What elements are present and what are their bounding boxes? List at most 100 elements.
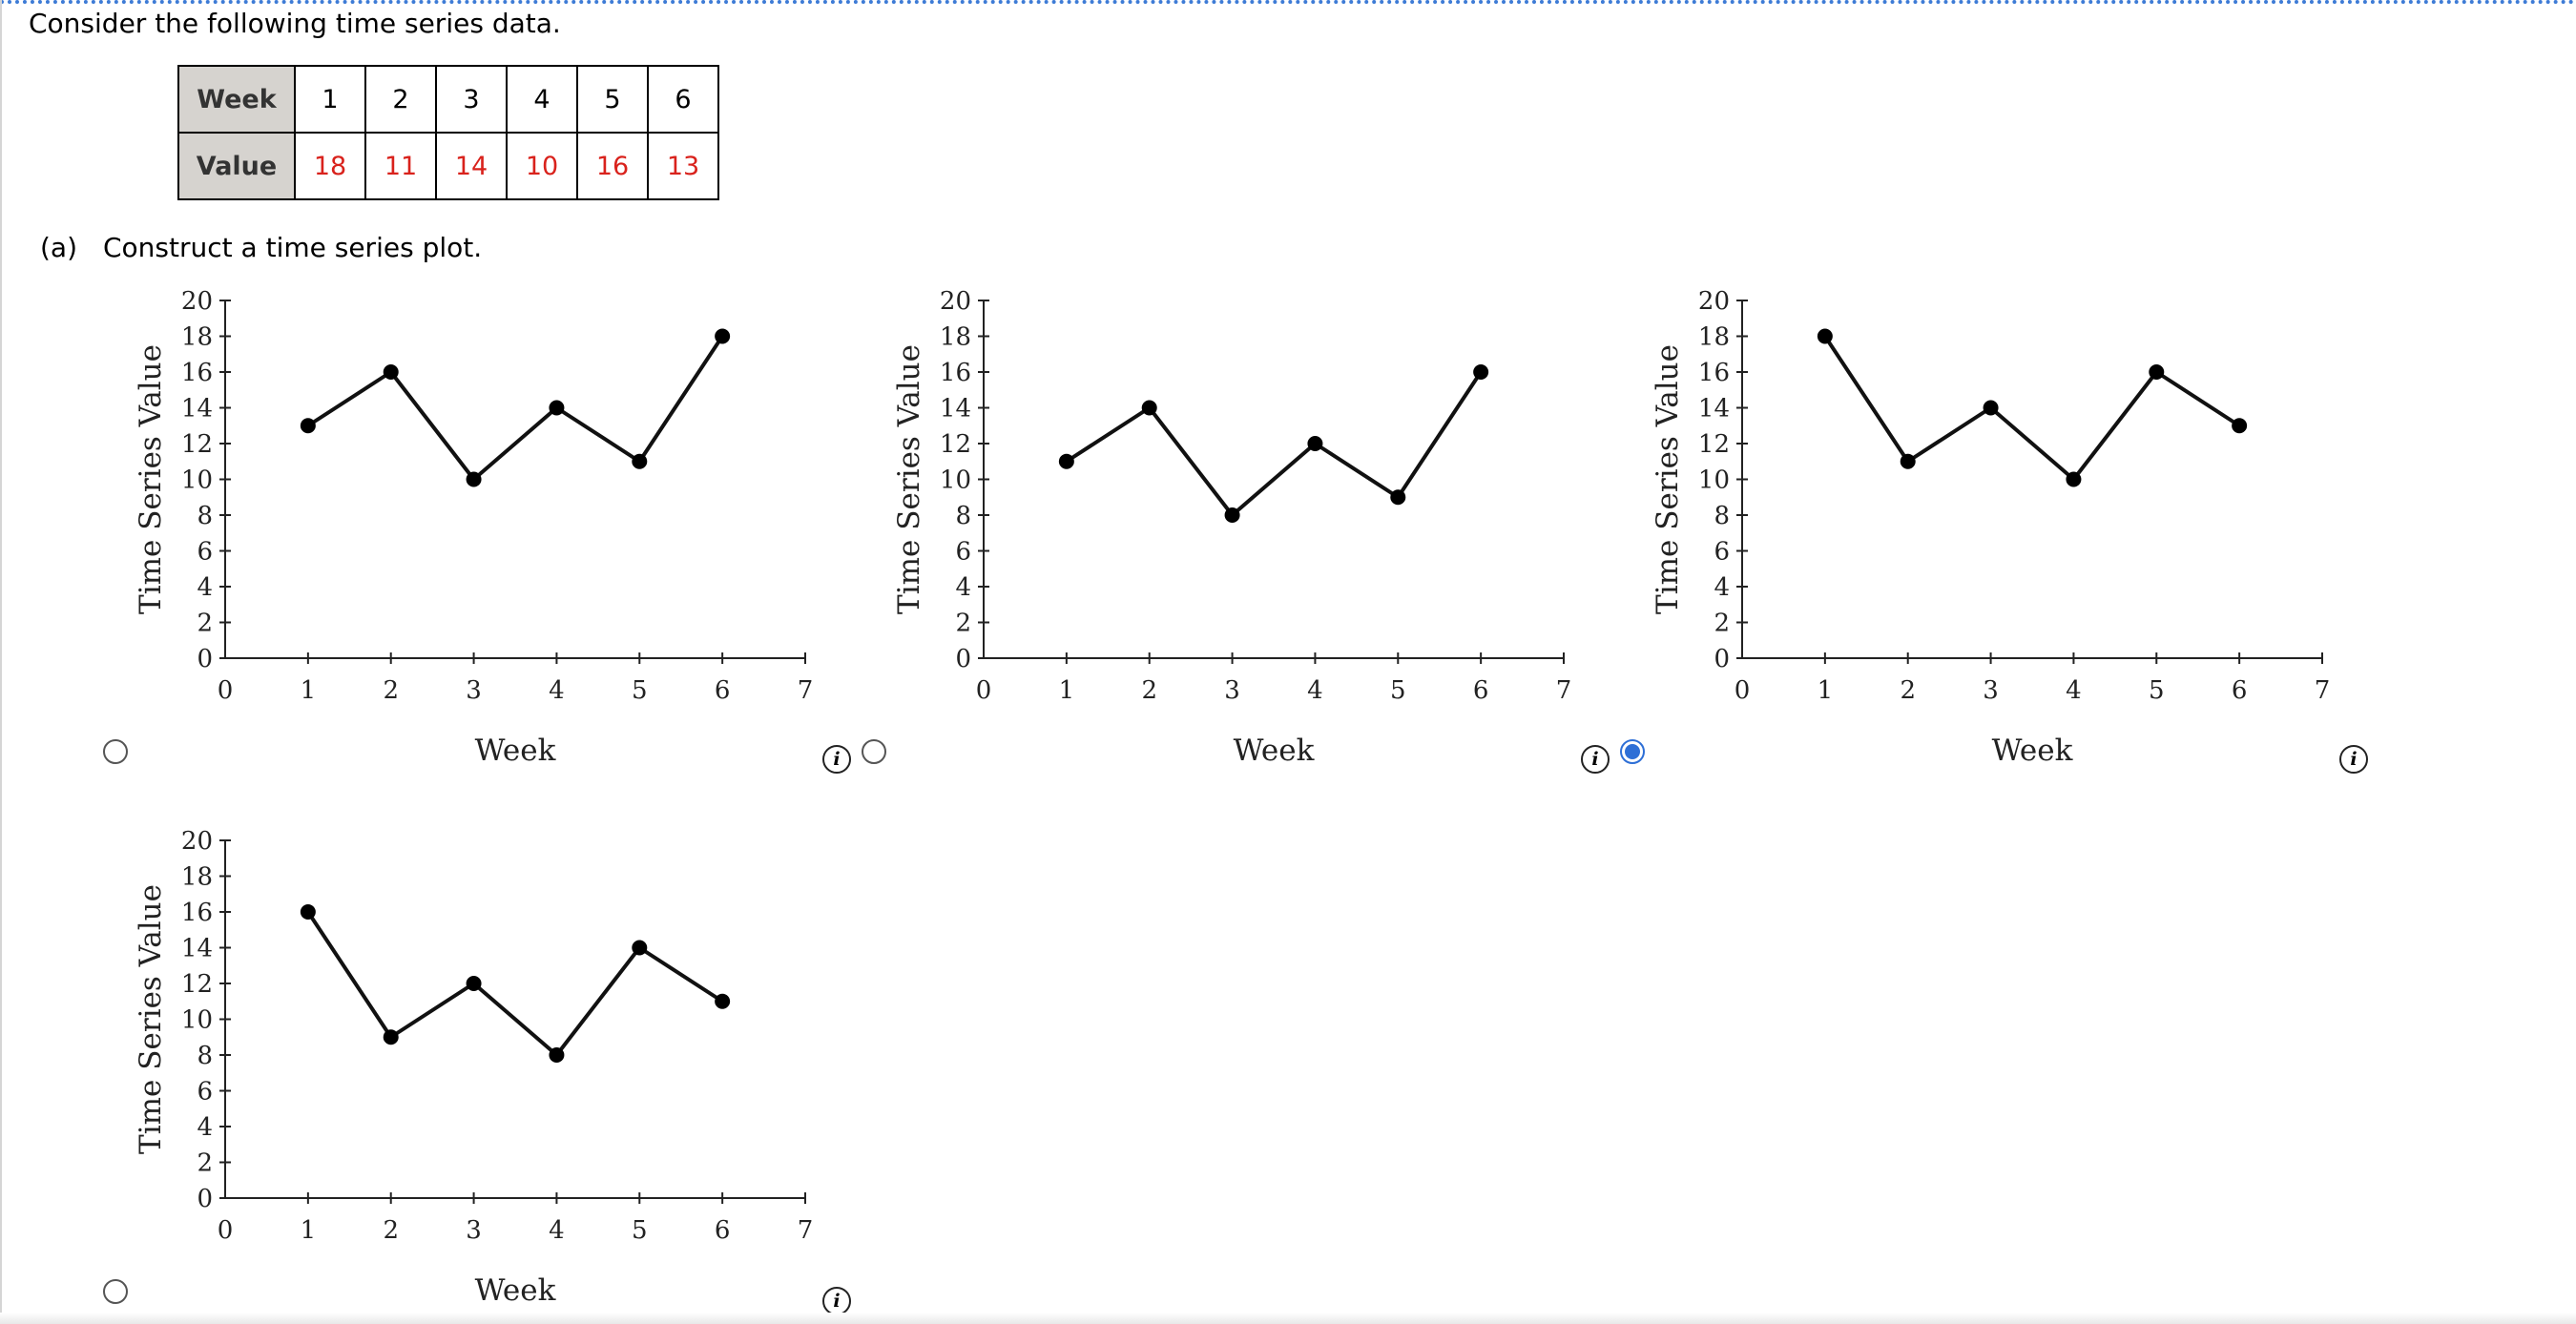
- option-2-radio[interactable]: [862, 739, 886, 764]
- y-tick-label: 14: [181, 935, 213, 963]
- x-tick-label: 4: [1307, 676, 1323, 705]
- y-tick-label: 6: [197, 1078, 213, 1107]
- data-point: [1473, 364, 1489, 380]
- table-header-value: Value: [177, 132, 296, 200]
- x-tick-label: 0: [218, 1216, 234, 1245]
- x-axis-title: Week: [1234, 734, 1315, 768]
- x-axis-title: Week: [475, 734, 556, 768]
- x-tick-label: 7: [798, 676, 814, 705]
- x-tick-label: 0: [976, 676, 992, 705]
- x-tick-label: 0: [218, 676, 234, 705]
- data-point: [1224, 507, 1240, 523]
- y-axis-title: Time Series Value: [134, 344, 168, 614]
- series-line: [306, 910, 724, 1057]
- y-tick-label: 10: [940, 466, 971, 495]
- table-cell-value: 13: [647, 132, 719, 200]
- y-tick-label: 10: [181, 466, 213, 495]
- x-tick-label: 3: [1983, 676, 1999, 705]
- option-1-radio[interactable]: [103, 739, 128, 764]
- table-cell-week: 5: [576, 65, 649, 134]
- y-axis-title: Time Series Value: [134, 884, 168, 1154]
- y-tick-label: 6: [197, 538, 213, 567]
- y-tick-label: 10: [1698, 466, 1730, 495]
- y-tick-label: 6: [1714, 538, 1730, 567]
- y-tick-label: 4: [1714, 573, 1730, 602]
- y-tick-label: 18: [181, 323, 213, 352]
- x-tick-label: 2: [1900, 676, 1916, 705]
- data-point: [1058, 453, 1074, 469]
- data-point: [466, 471, 482, 487]
- y-tick-label: 18: [1698, 323, 1730, 352]
- y-tick-label: 12: [940, 430, 971, 459]
- time-series-table: Week 1 2 3 4 5 6 Value 18 11 14 10 16 13: [177, 65, 719, 200]
- data-point: [1141, 400, 1157, 416]
- x-tick-label: 3: [466, 676, 482, 705]
- y-tick-label: 14: [1698, 395, 1730, 424]
- part-a-prompt: (a) Construct a time series plot.: [40, 232, 482, 263]
- table-cell-week: 1: [294, 65, 366, 134]
- y-tick-label: 6: [955, 538, 971, 567]
- y-tick-label: 16: [1698, 359, 1730, 387]
- x-tick-label: 6: [1473, 676, 1489, 705]
- x-tick-label: 6: [2232, 676, 2248, 705]
- data-point: [1817, 328, 1833, 344]
- table-row-value: Value 18 11 14 10 16 13: [177, 132, 719, 200]
- y-tick-label: 4: [197, 573, 213, 602]
- y-tick-label: 20: [181, 287, 213, 316]
- part-a-text: Construct a time series plot.: [103, 232, 483, 263]
- data-point: [300, 418, 316, 434]
- x-tick-label: 4: [549, 1216, 565, 1245]
- y-tick-label: 12: [181, 970, 213, 999]
- series-line: [306, 335, 724, 482]
- x-tick-label: 5: [1390, 676, 1406, 705]
- x-tick-label: 4: [2066, 676, 2082, 705]
- x-tick-label: 1: [301, 1216, 317, 1245]
- y-tick-label: 0: [1714, 645, 1730, 673]
- option-4-radio[interactable]: [103, 1279, 128, 1304]
- y-tick-label: 16: [940, 359, 971, 387]
- option-3-info-icon[interactable]: i: [2339, 745, 2368, 774]
- series-line: [1065, 370, 1483, 517]
- top-dotted-border: [0, 0, 2576, 4]
- data-point: [549, 400, 565, 416]
- option-1-info-icon[interactable]: i: [822, 745, 851, 774]
- data-point: [466, 976, 482, 991]
- y-tick-label: 14: [181, 395, 213, 424]
- y-tick-label: 2: [197, 610, 213, 638]
- table-cell-week: 2: [364, 65, 437, 134]
- series-line: [1823, 335, 2241, 482]
- x-tick-label: 7: [1556, 676, 1572, 705]
- option-3-radio[interactable]: [1620, 739, 1645, 764]
- table-cell-week: 3: [435, 65, 508, 134]
- table-cell-week: 4: [506, 65, 578, 134]
- y-tick-label: 18: [940, 323, 971, 352]
- data-point: [632, 453, 648, 469]
- y-tick-label: 12: [181, 430, 213, 459]
- x-axis-title: Week: [475, 1273, 556, 1308]
- x-tick-label: 5: [632, 1216, 648, 1245]
- x-tick-label: 3: [466, 1216, 482, 1245]
- data-point: [1390, 489, 1406, 506]
- option-2-info-icon[interactable]: i: [1581, 745, 1610, 774]
- x-tick-label: 1: [1059, 676, 1075, 705]
- option-4-info-icon[interactable]: i: [822, 1287, 851, 1315]
- y-axis-title: Time Series Value: [892, 344, 926, 614]
- data-point: [2149, 364, 2165, 380]
- table-row-week: Week 1 2 3 4 5 6: [177, 65, 719, 134]
- y-tick-label: 18: [181, 863, 213, 892]
- y-tick-label: 8: [955, 502, 971, 530]
- x-tick-label: 2: [1141, 676, 1157, 705]
- table-cell-value: 14: [435, 132, 508, 200]
- y-tick-label: 20: [1698, 287, 1730, 316]
- y-tick-label: 4: [955, 573, 971, 602]
- y-axis-title: Time Series Value: [1651, 344, 1685, 614]
- x-tick-label: 7: [798, 1216, 814, 1245]
- y-tick-label: 14: [940, 395, 971, 424]
- data-point: [549, 1047, 565, 1063]
- x-tick-label: 0: [1735, 676, 1751, 705]
- y-tick-label: 8: [197, 502, 213, 530]
- data-point: [632, 940, 648, 956]
